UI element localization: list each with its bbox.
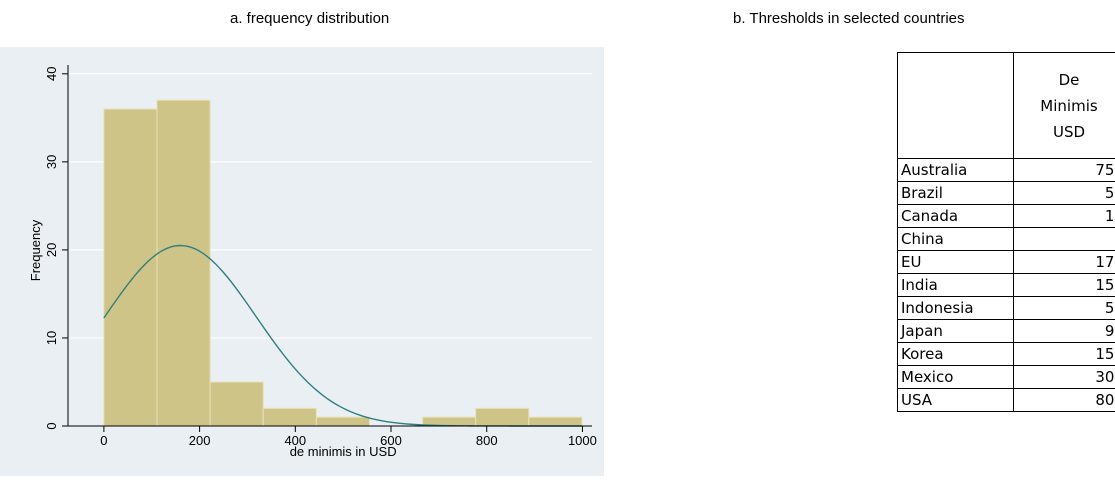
table-row: Japan90 [898, 320, 1115, 343]
threshold-value-cell: 50 [1014, 182, 1115, 205]
table-row: Canada15 [898, 205, 1115, 228]
table-row: Indonesia50 [898, 297, 1115, 320]
table-row: USA800 [898, 389, 1115, 412]
table-row: India150 [898, 274, 1115, 297]
country-cell: EU [898, 251, 1014, 274]
threshold-value-cell: 8 [1014, 228, 1115, 251]
histogram-bar [157, 100, 210, 426]
header-line-3: USD [1014, 119, 1115, 145]
thresholds-table-container: De Minimis USD Australia756Brazil50Canad… [897, 52, 1115, 482]
country-cell: Canada [898, 205, 1014, 228]
country-cell: Japan [898, 320, 1014, 343]
threshold-value-cell: 756 [1014, 159, 1115, 182]
y-tick-label: 0 [44, 422, 59, 429]
threshold-value-cell: 50 [1014, 297, 1115, 320]
y-axis-title: Frequency [28, 219, 43, 281]
country-cell: Mexico [898, 366, 1014, 389]
table-row: Australia756 [898, 159, 1115, 182]
histogram-bar [476, 408, 529, 426]
histogram-bar [210, 382, 263, 426]
x-tick-label: 1000 [568, 433, 597, 448]
y-tick-label: 20 [44, 243, 59, 257]
histogram-bar [104, 109, 157, 426]
table-header-row: De Minimis USD [898, 53, 1115, 159]
country-cell: USA [898, 389, 1014, 412]
header-line-2: Minimis [1014, 93, 1115, 119]
threshold-value-cell: 800 [1014, 389, 1115, 412]
threshold-value-cell: 300 [1014, 366, 1115, 389]
threshold-value-cell: 150 [1014, 274, 1115, 297]
x-axis-title: de minimis in USD [290, 444, 397, 459]
header-line-1: De [1014, 67, 1115, 93]
caption-b: b. Thresholds in selected countries [733, 10, 965, 27]
threshold-value-cell: 170 [1014, 251, 1115, 274]
histogram-bar [263, 408, 316, 426]
histogram-bar [529, 417, 582, 426]
country-cell: India [898, 274, 1014, 297]
threshold-value-cell: 150 [1014, 343, 1115, 366]
country-cell: Australia [898, 159, 1014, 182]
x-tick-label: 800 [476, 433, 498, 448]
header-country [898, 53, 1014, 159]
threshold-value-cell: 90 [1014, 320, 1115, 343]
histogram-bar [316, 417, 369, 426]
country-cell: Brazil [898, 182, 1014, 205]
country-cell: Indonesia [898, 297, 1014, 320]
y-tick-label: 40 [44, 67, 59, 81]
thresholds-table: De Minimis USD Australia756Brazil50Canad… [897, 52, 1115, 412]
country-cell: Korea [898, 343, 1014, 366]
caption-a: a. frequency distribution [230, 10, 389, 27]
table-row: EU170 [898, 251, 1115, 274]
table-row: China8 [898, 228, 1115, 251]
table-row: Mexico300 [898, 366, 1115, 389]
table-row: Korea150 [898, 343, 1115, 366]
y-tick-label: 10 [44, 331, 59, 345]
header-de-minimis: De Minimis USD [1014, 53, 1115, 159]
y-tick-label: 30 [44, 155, 59, 169]
country-cell: China [898, 228, 1014, 251]
threshold-value-cell: 15 [1014, 205, 1115, 228]
table-row: Brazil50 [898, 182, 1115, 205]
x-tick-label: 0 [100, 433, 107, 448]
x-tick-label: 200 [189, 433, 211, 448]
